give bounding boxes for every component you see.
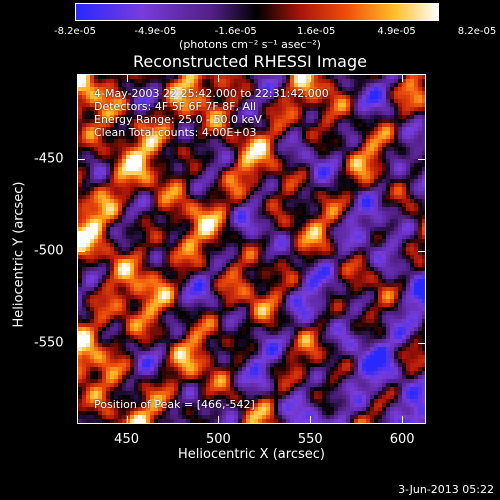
y-tick-label: -450 (34, 151, 64, 167)
colorbar-tick-label: -8.2e-05 (54, 26, 96, 37)
x-tick-mark (218, 416, 220, 424)
annotation-time-range: 4-May-2003 22:25:42.000 to 22:31:42.000 (94, 87, 329, 100)
x-tick-mark (402, 74, 404, 82)
heatmap-image (78, 75, 425, 423)
colorbar-tick-label: 4.9e-05 (377, 26, 416, 37)
x-tick-mark (126, 74, 128, 82)
x-axis-label: Heliocentric X (arcsec) (178, 447, 325, 462)
annotation-detectors: Detectors: 4F 5F 6F 7F 8F, All (94, 100, 257, 113)
x-tick-mark (218, 74, 220, 82)
x-tick-mark (402, 416, 404, 424)
colorbar-tick-label: -4.9e-05 (134, 26, 177, 37)
annotation-energy-range: Energy Range: 25.0 - 50.0 keV (94, 113, 262, 126)
y-axis-label: Heliocentric Y (arcsec) (11, 181, 27, 328)
y-tick-mark (77, 342, 85, 344)
colorbar-unit-label: (photons cm⁻² s⁻¹ asec⁻²) (179, 38, 321, 51)
y-tick-mark (418, 342, 426, 344)
plot-timestamp: 3-Jun-2013 05:22 (398, 483, 494, 496)
x-tick-label: 450 (114, 432, 140, 447)
colorbar-tick-label: 1.6e-05 (296, 26, 336, 37)
y-tick-label: -500 (34, 243, 64, 259)
x-tick-label: 500 (206, 432, 231, 447)
colorbar-tick-label: 8.2e-05 (457, 26, 497, 37)
y-tick-label: -550 (34, 335, 64, 351)
annotation-peak-position: Position of Peak = [466,-542] (94, 398, 255, 411)
chart-title: Reconstructed RHESSI Image (133, 52, 367, 71)
annotation-total-counts: Clean Total counts: 4.00E+03 (94, 126, 257, 139)
y-tick-mark (418, 250, 426, 252)
x-tick-mark (310, 74, 312, 82)
colorbar (75, 3, 439, 21)
colorbar-tick-label: -1.6e-05 (214, 26, 257, 37)
y-tick-mark (418, 158, 426, 160)
y-tick-mark (77, 158, 85, 160)
x-tick-label: 550 (297, 432, 323, 447)
x-tick-mark (126, 416, 128, 424)
x-tick-label: 600 (389, 432, 415, 447)
y-tick-mark (77, 250, 85, 252)
x-tick-mark (310, 416, 312, 424)
heatmap-plot-area (77, 74, 426, 424)
